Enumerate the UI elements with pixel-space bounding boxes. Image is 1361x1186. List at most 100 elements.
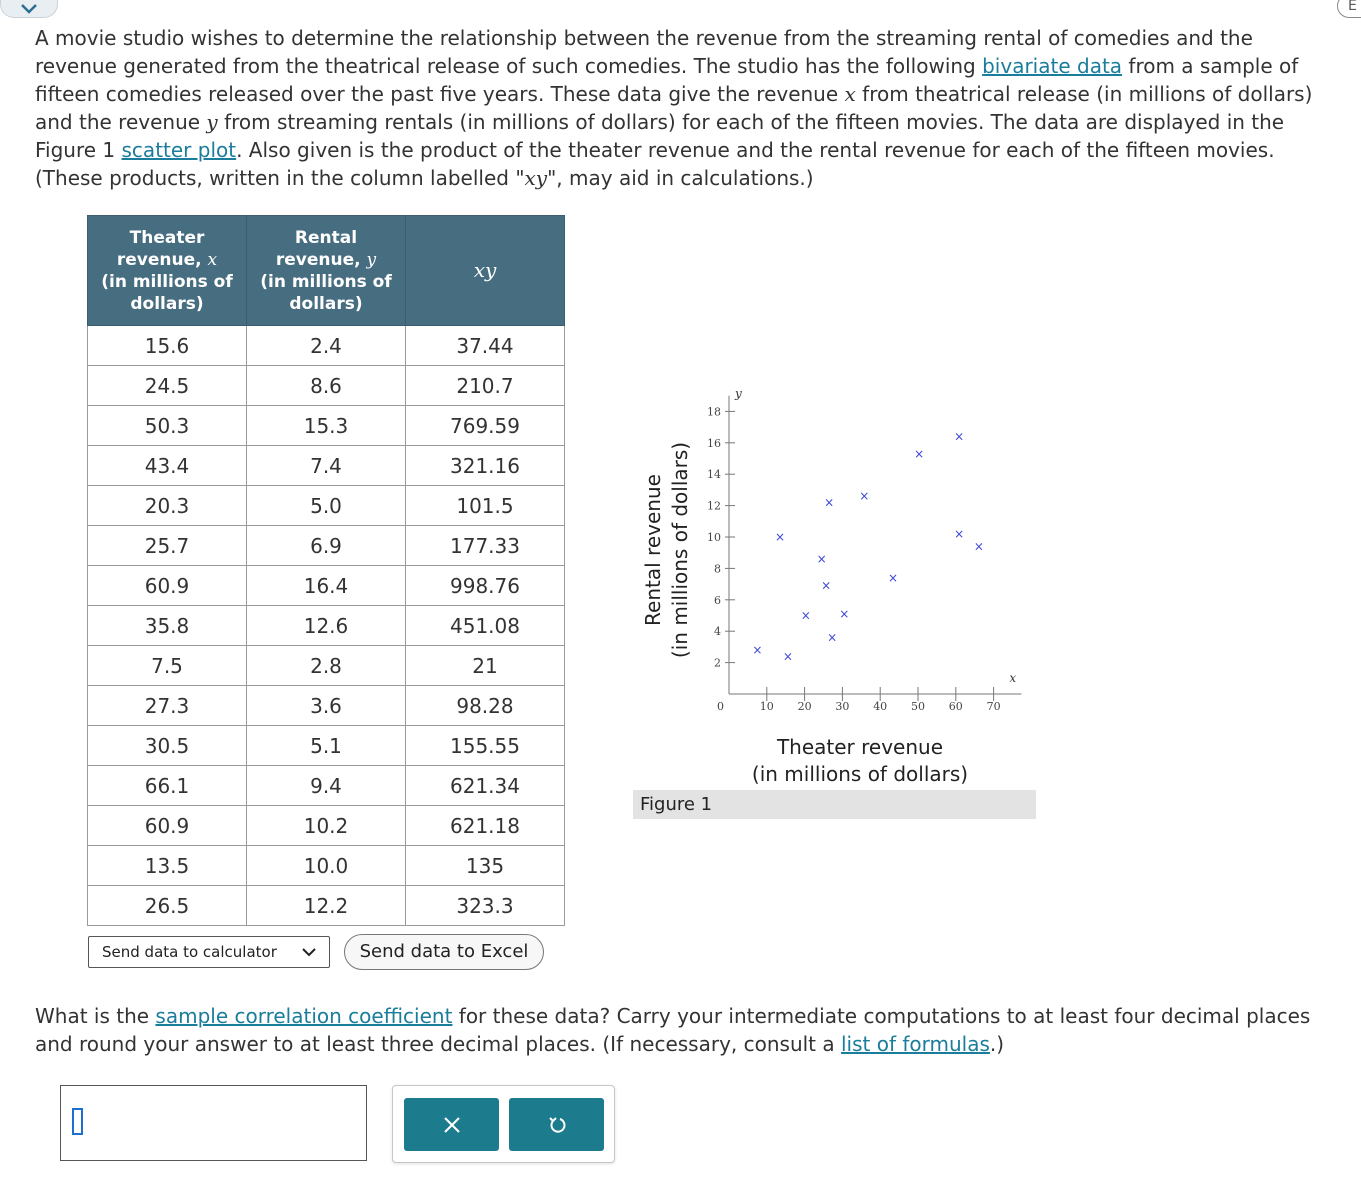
send-to-excel-button[interactable]: Send data to Excel (344, 934, 544, 970)
cell-theater-revenue: 20.3 (87, 485, 247, 526)
data-point: × (824, 495, 834, 509)
cell-rental-revenue: 2.4 (246, 325, 406, 366)
close-icon (443, 1116, 460, 1133)
data-point: × (954, 527, 964, 541)
table-row: 25.7 6.9 177.33 (87, 525, 565, 566)
cell-xy: 37.44 (405, 325, 565, 366)
question-text: What is the sample correlation coefficie… (35, 1004, 1311, 1056)
cell-xy: 621.18 (405, 805, 565, 846)
cell-rental-revenue: 3.6 (246, 685, 406, 726)
cell-theater-revenue: 7.5 (87, 645, 247, 686)
cell-rental-revenue: 5.1 (246, 725, 406, 766)
cell-xy: 998.76 (405, 565, 565, 606)
cell-rental-revenue: 8.6 (246, 365, 406, 406)
table-row: 13.5 10.0 135 (87, 845, 565, 886)
chevron-down-icon (302, 948, 316, 957)
header-theater-revenue: Theater revenue, x (in millions of dolla… (87, 215, 247, 326)
y-tick-label: 6 (714, 594, 721, 607)
cell-theater-revenue: 43.4 (87, 445, 247, 486)
data-point: × (914, 447, 924, 461)
cell-xy: 135 (405, 845, 565, 886)
table-row: 27.3 3.6 98.28 (87, 685, 565, 726)
cell-rental-revenue: 16.4 (246, 565, 406, 606)
sample-correlation-link[interactable]: sample correlation coefficient (155, 1004, 453, 1028)
y-tick-label: 2 (714, 657, 721, 670)
table-row: 30.5 5.1 155.55 (87, 725, 565, 766)
cell-theater-revenue: 25.7 (87, 525, 247, 566)
cell-rental-revenue: 9.4 (246, 765, 406, 806)
data-point: × (817, 552, 827, 566)
data-point: × (839, 607, 849, 621)
cell-theater-revenue: 66.1 (87, 765, 247, 806)
cell-rental-revenue: 5.0 (246, 485, 406, 526)
x-axis-title: Theater revenue (in millions of dollars) (751, 735, 969, 786)
cell-xy: 98.28 (405, 685, 565, 726)
table-row: 60.9 10.2 621.18 (87, 805, 565, 846)
data-point: × (954, 430, 964, 444)
cell-xy: 210.7 (405, 365, 565, 406)
text-cursor (72, 1108, 83, 1135)
problem-statement: A movie studio wishes to determine the r… (35, 26, 1313, 190)
collapse-toggle[interactable] (0, 0, 58, 18)
cell-theater-revenue: 30.5 (87, 725, 247, 766)
cell-rental-revenue: 12.6 (246, 605, 406, 646)
cell-rental-revenue: 7.4 (246, 445, 406, 486)
cell-theater-revenue: 26.5 (87, 885, 247, 926)
top-right-button[interactable]: E (1337, 0, 1361, 18)
y-tick-label: 18 (707, 405, 721, 418)
data-point: × (752, 643, 762, 657)
x-tick-label: 30 (835, 700, 849, 713)
table-row: 15.6 2.4 37.44 (87, 325, 565, 366)
cell-rental-revenue: 15.3 (246, 405, 406, 446)
cell-xy: 177.33 (405, 525, 565, 566)
table-row: 7.5 2.8 21 (87, 645, 565, 686)
answer-input[interactable] (60, 1085, 367, 1161)
cell-theater-revenue: 13.5 (87, 845, 247, 886)
cell-theater-revenue: 60.9 (87, 805, 247, 846)
data-point: × (888, 571, 898, 585)
data-point: × (974, 539, 984, 553)
y-axis-variable: y (734, 387, 742, 401)
table-row: 26.5 12.2 323.3 (87, 885, 565, 926)
send-to-calculator-select[interactable]: Send data to calculator (88, 936, 330, 968)
table-row: 50.3 15.3 769.59 (87, 405, 565, 446)
x-axis-variable: x (1009, 671, 1016, 685)
clear-button[interactable] (404, 1098, 499, 1151)
cell-rental-revenue: 10.0 (246, 845, 406, 886)
table-row: 24.5 8.6 210.7 (87, 365, 565, 406)
scatter-plot: yx0 10 20 30 40 50 60 7024681012141618×××××××××… (641, 387, 1022, 713)
cell-rental-revenue: 10.2 (246, 805, 406, 846)
cell-theater-revenue: 24.5 (87, 365, 247, 406)
cell-xy: 21 (405, 645, 565, 686)
formulas-link[interactable]: list of formulas (841, 1032, 990, 1056)
data-point: × (801, 609, 811, 623)
x-tick-label: 10 (760, 700, 774, 713)
answer-button-panel (392, 1085, 615, 1163)
chevron-down-icon (21, 3, 37, 14)
table-row: 60.9 16.4 998.76 (87, 565, 565, 606)
cell-xy: 101.5 (405, 485, 565, 526)
data-point: × (827, 630, 837, 644)
x-tick-label: 60 (949, 700, 963, 713)
cell-theater-revenue: 50.3 (87, 405, 247, 446)
y-tick-label: 10 (707, 531, 721, 544)
y-axis-title-line2: (in millions of dollars) (668, 442, 692, 658)
bivariate-data-link[interactable]: bivariate data (982, 54, 1123, 78)
origin-label: 0 (717, 700, 724, 713)
cell-theater-revenue: 15.6 (87, 325, 247, 366)
cell-rental-revenue: 6.9 (246, 525, 406, 566)
table-body: 15.6 2.4 37.44 24.5 8.6 210.7 50.3 15.3 769.59 43… (87, 325, 565, 926)
table-row: 35.8 12.6 451.08 (87, 605, 565, 646)
undo-button[interactable] (509, 1098, 604, 1151)
cell-rental-revenue: 2.8 (246, 645, 406, 686)
data-point: × (775, 530, 785, 544)
header-rental-revenue: Rental revenue, y (in millions of dollar… (246, 215, 406, 326)
y-tick-label: 4 (714, 625, 721, 638)
scatter-plot-link[interactable]: scatter plot (121, 138, 237, 162)
cell-xy: 621.34 (405, 765, 565, 806)
x-tick-label: 50 (911, 700, 925, 713)
data-table: Theater revenue, x (in millions of dolla… (87, 215, 565, 926)
scatter-plot-figure: y x 0 10 20 30 40 50 60 70 2 4 6 8 10 12 14 16 18 × × × × × × × × ×… (630, 380, 1040, 825)
data-point: × (783, 649, 793, 663)
cell-xy: 323.3 (405, 885, 565, 926)
